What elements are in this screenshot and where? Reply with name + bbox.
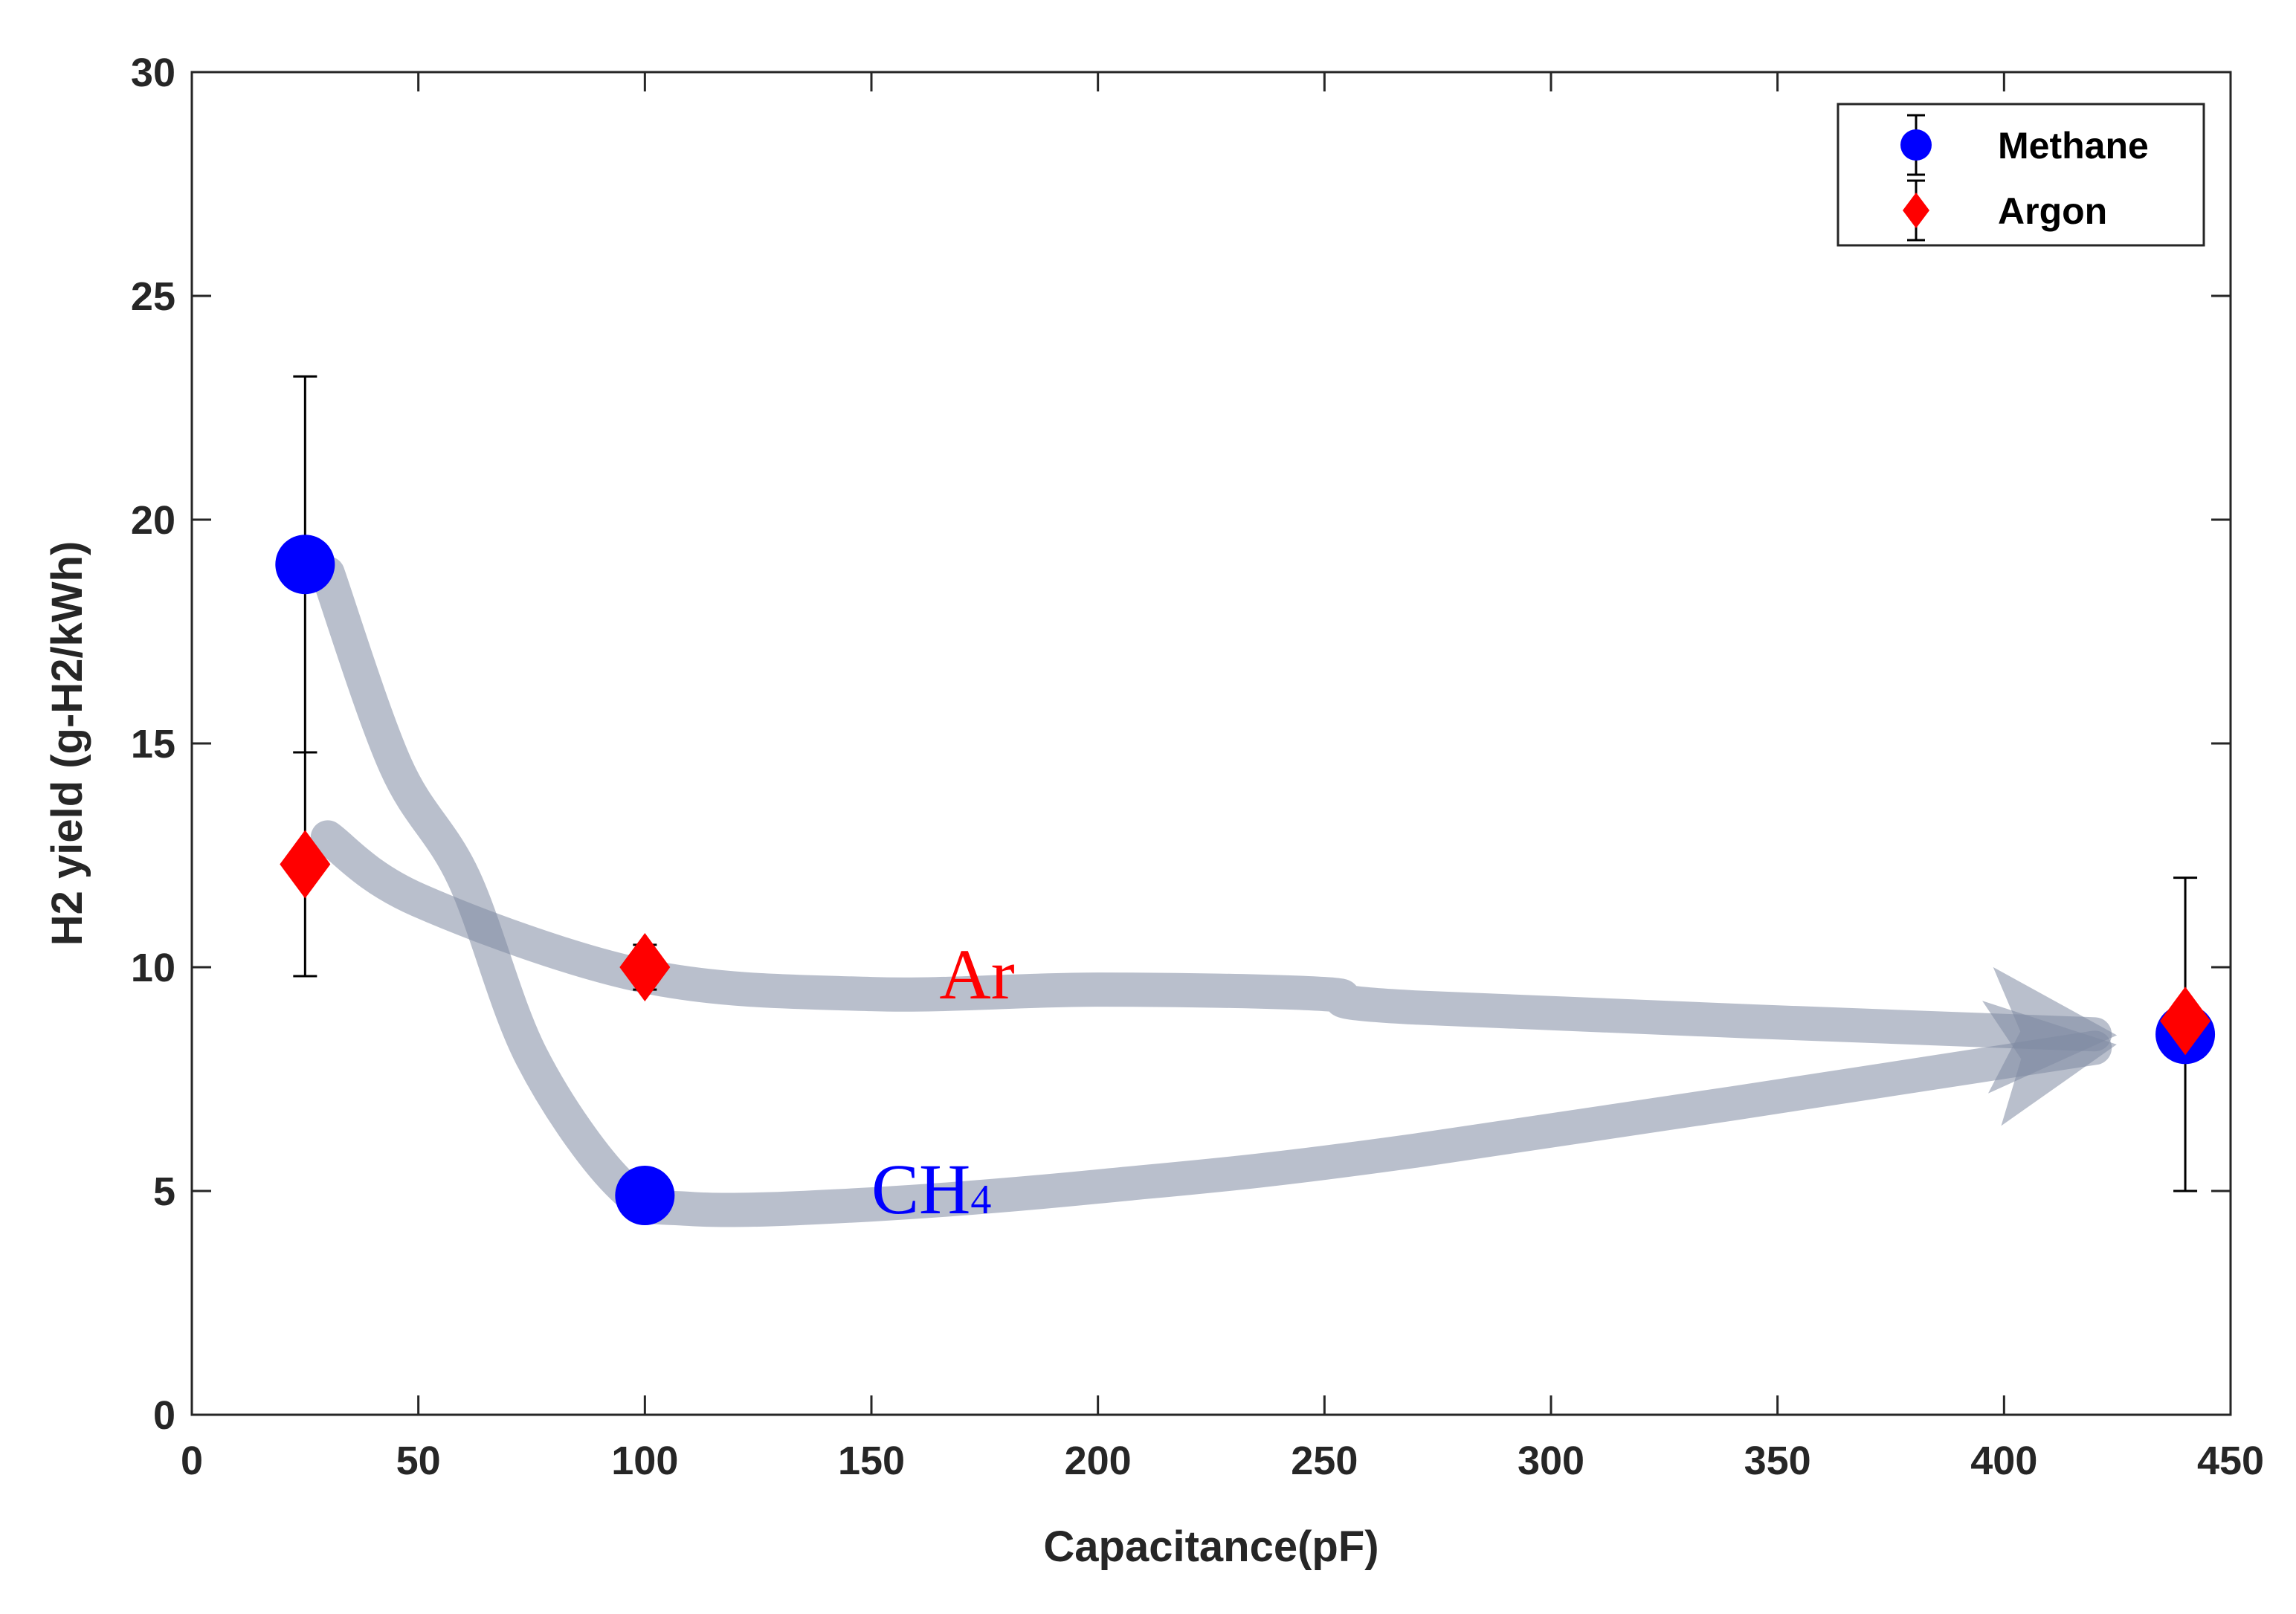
x-axis-label: Capacitance(pF)	[1043, 1523, 1378, 1571]
x-tick-label: 300	[1518, 1439, 1584, 1483]
legend-label: Methane	[1998, 125, 2149, 167]
trend-arrow-ar	[310, 820, 2118, 1094]
x-tick-label: 150	[838, 1439, 905, 1483]
data-point-argon	[280, 830, 331, 899]
x-tick-label: 450	[2197, 1439, 2264, 1483]
x-tick-label: 400	[1970, 1439, 2037, 1483]
data-point-methane	[275, 535, 335, 595]
plot-area	[192, 72, 2231, 1415]
legend-entry-argon: Argon	[1903, 179, 2107, 242]
annotation-ch4: CH4	[871, 1149, 991, 1229]
x-tick-label: 200	[1065, 1439, 1132, 1483]
data-point-methane	[615, 1166, 675, 1226]
x-tick-label: 100	[611, 1439, 678, 1483]
annotation-ar: Ar	[939, 934, 1014, 1014]
y-tick-label: 10	[131, 946, 175, 990]
y-tick-label: 0	[153, 1393, 175, 1438]
x-tick-label: 50	[396, 1439, 441, 1483]
ticks: 0 50 100 150 200 250 300 350 400 450 0 5 10 15 20 25 30	[131, 51, 2264, 1483]
data-point-argon	[2160, 987, 2211, 1056]
legend-entry-methane: Methane	[1900, 114, 2149, 176]
plot-frame	[190, 71, 2232, 1416]
x-tick-label: 0	[181, 1439, 203, 1483]
y-tick-label: 25	[131, 274, 175, 319]
legend-box	[1837, 103, 2205, 247]
y-tick-label: 5	[153, 1169, 175, 1214]
legend: Methane Argon	[1837, 103, 2205, 247]
y-tick-label: 15	[131, 722, 175, 766]
trend-arrows	[310, 556, 2118, 1227]
x-tick-label: 350	[1744, 1439, 1811, 1483]
trend-arrow-ch4	[310, 556, 2117, 1227]
data-point-argon	[619, 933, 671, 1001]
y-tick-label: 20	[131, 498, 175, 543]
data-markers	[275, 535, 2216, 1226]
x-tick-label: 250	[1291, 1439, 1358, 1483]
y-tick-label: 30	[131, 51, 175, 95]
legend-label: Argon	[1998, 190, 2107, 232]
y-axis-label: H2 yield (g-H2/kWh)	[43, 541, 91, 946]
annotations: Ar CH4	[871, 934, 1015, 1229]
